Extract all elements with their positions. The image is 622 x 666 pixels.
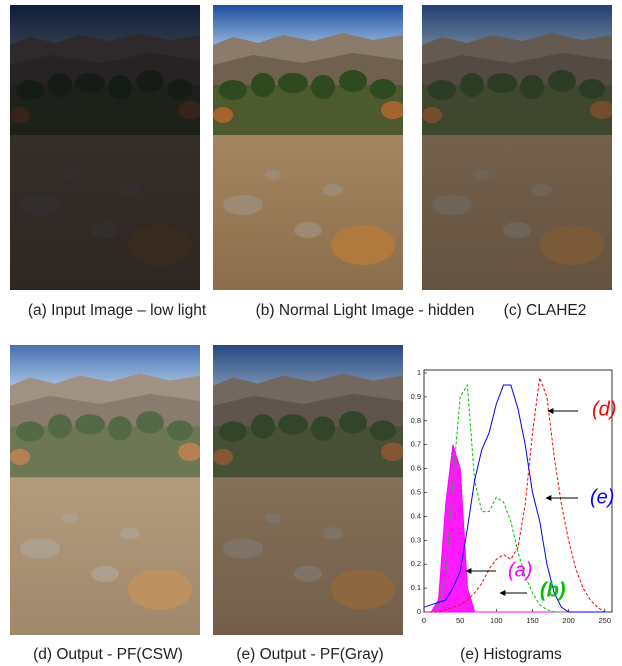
y-tick-label: 0.2 <box>411 559 421 568</box>
x-tick-label: 100 <box>490 616 503 625</box>
x-tick-label: 0 <box>422 616 426 625</box>
caption: (b) Normal Light Image - hidden <box>256 302 475 319</box>
photo-a <box>10 5 202 290</box>
y-tick-label: 0 <box>417 607 421 616</box>
caption: (a) Input Image – low light <box>28 302 207 319</box>
y-tick-label: 0.5 <box>411 487 421 496</box>
photo-d <box>10 345 202 635</box>
caption: (e) Output - PF(Gray) <box>236 646 383 663</box>
series-label: (a) <box>508 559 532 581</box>
y-tick-label: 1 <box>417 368 421 377</box>
histogram-chart: 0 50 100 150 200 250 0 0.1 0.2 0.3 0.4 0.5 0.6 0.7 0.8… <box>411 368 617 625</box>
series-label: (b) <box>540 579 566 601</box>
y-tick-label: 0.7 <box>411 440 421 449</box>
series-label: (d) <box>592 398 616 420</box>
photo-c <box>422 5 614 290</box>
figure: (a) Input Image – low light (b) Normal L… <box>0 0 622 666</box>
chart-title: (e) Histograms <box>460 646 562 663</box>
photo-b <box>213 5 405 290</box>
x-tick-label: 50 <box>456 616 464 625</box>
y-tick-label: 0.4 <box>411 511 421 520</box>
caption: (c) CLAHE2 <box>504 302 587 319</box>
y-tick-label: 0.9 <box>411 392 421 401</box>
series-label: (e) <box>590 486 614 508</box>
photo-e <box>213 345 405 635</box>
y-tick-label: 0.3 <box>411 535 421 544</box>
caption: (d) Output - PF(CSW) <box>33 646 183 663</box>
y-tick-label: 0.8 <box>411 416 421 425</box>
y-tick-label: 0.6 <box>411 464 421 473</box>
x-tick-label: 250 <box>599 616 612 625</box>
y-tick-label: 0.1 <box>411 583 421 592</box>
x-tick-label: 150 <box>526 616 539 625</box>
x-tick-label: 200 <box>562 616 575 625</box>
